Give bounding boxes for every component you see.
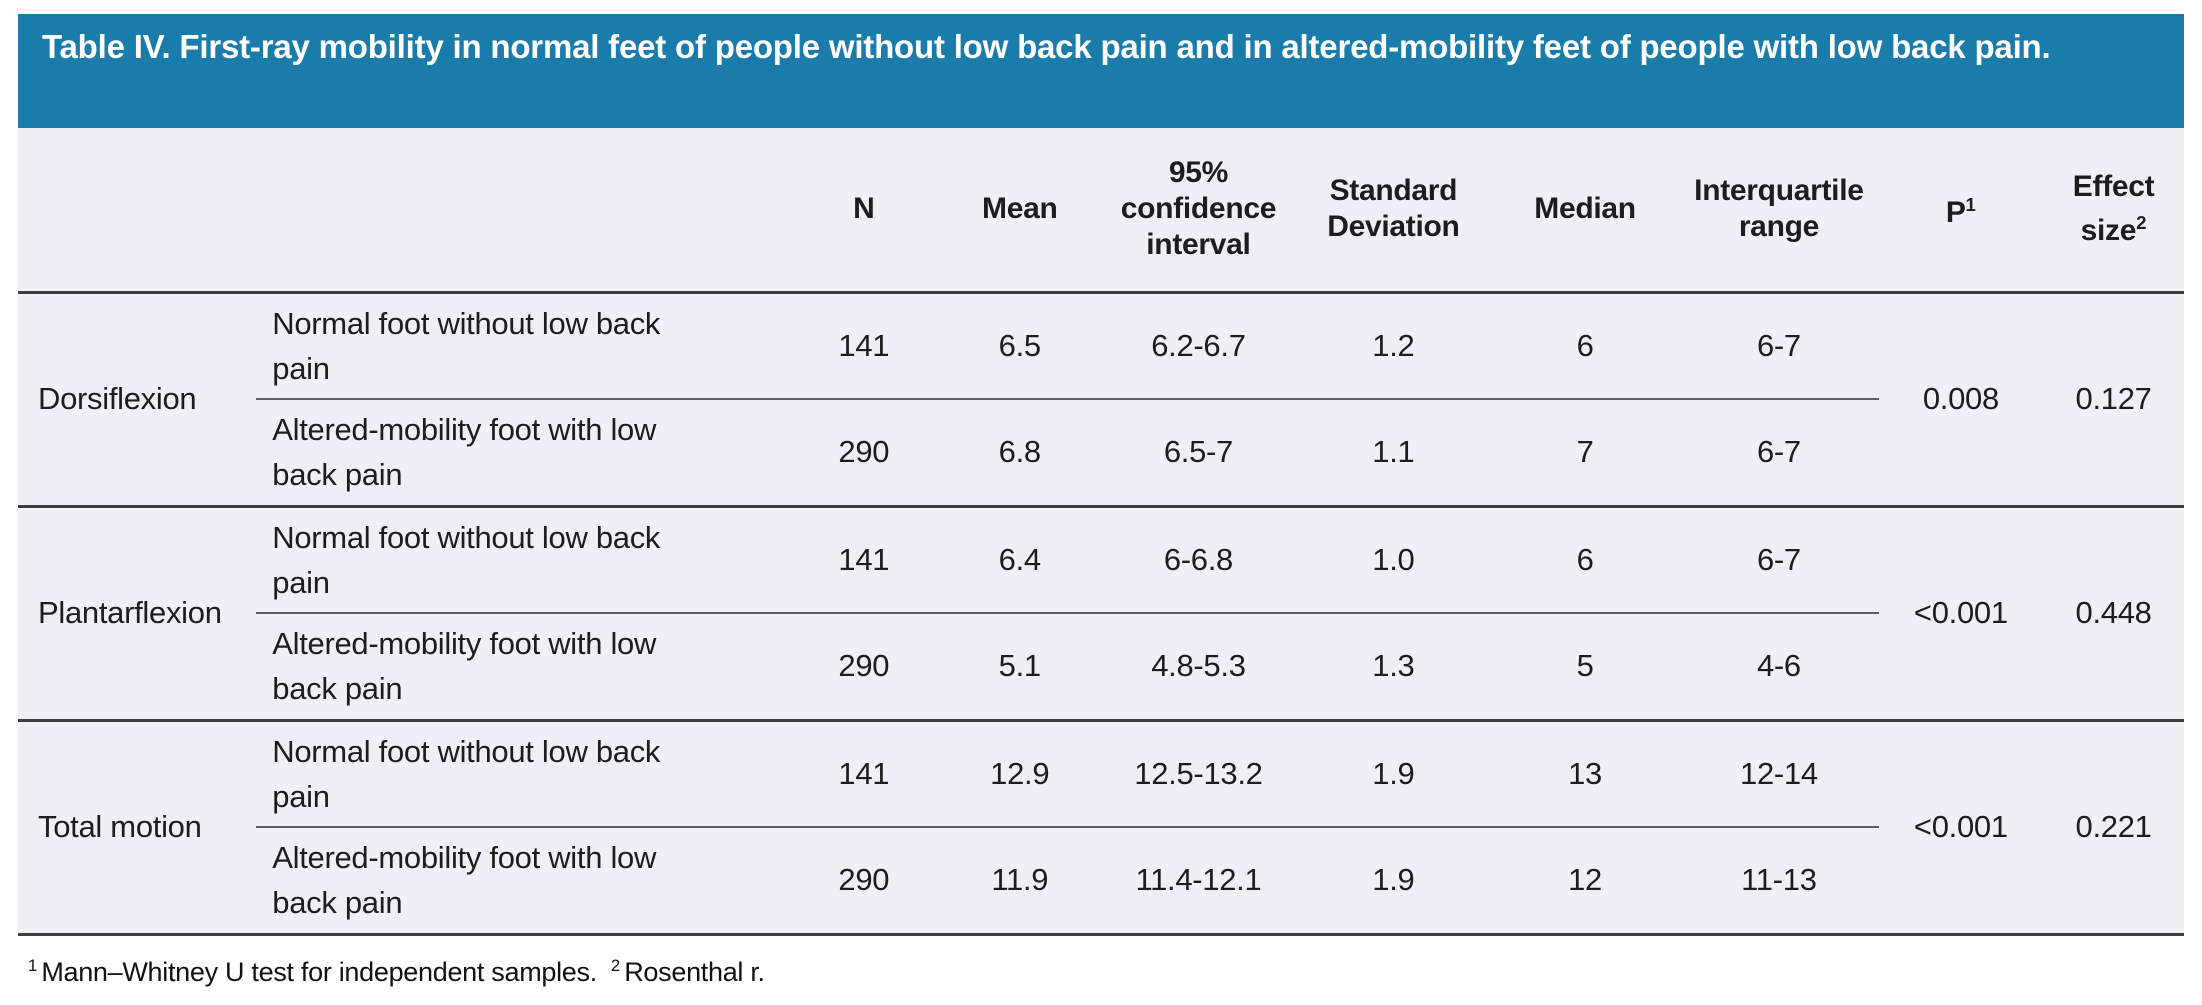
footnote-text: Mann–Whitney U test for independent samp… [41, 956, 597, 987]
cell-mean: 6.4 [938, 506, 1101, 614]
col-header-n: N [789, 128, 939, 294]
effect-size-footnote-marker: 2 [2136, 212, 2147, 234]
cell-confidence-interval: 6.5-7 [1100, 399, 1296, 508]
col-header-median: Median [1490, 128, 1680, 294]
cell-interquartile-range: 6-7 [1679, 399, 1879, 508]
subgroup-label-line: back pain [272, 457, 403, 493]
cell-effect-size: 0.127 [2043, 292, 2184, 508]
table-row: Total motion Normal foot without low bac… [18, 720, 2184, 936]
p-label: P [1945, 196, 1966, 230]
subgroup-label-line: back pain [272, 671, 403, 707]
cell-median: 7 [1490, 399, 1680, 508]
row-group-label: Dorsiflexion [18, 292, 257, 508]
cell-p-value: 0.008 [1878, 292, 2044, 508]
footnote-marker: 1 [28, 955, 38, 975]
section-plantarflexion: Plantarflexion Normal foot without low b… [18, 506, 2184, 722]
cell-standard-deviation: 1.2 [1295, 292, 1491, 400]
cell-p-value: <0.001 [1878, 720, 2044, 936]
p-footnote-marker: 1 [1965, 194, 1976, 216]
cell-interquartile-range: 12-14 [1679, 720, 1879, 828]
cell-n: 141 [789, 720, 939, 828]
footnote-marker: 2 [610, 955, 621, 975]
subgroup-label-cell: Normal foot without low back pain [256, 292, 790, 400]
col-header-empty-rowgroup [18, 128, 257, 294]
cell-standard-deviation: 1.1 [1295, 399, 1491, 508]
subgroup-label-cell: Normal foot without low back pain [256, 720, 790, 828]
row-group-label: Plantarflexion [18, 506, 257, 722]
cell-interquartile-range: 4-6 [1679, 613, 1879, 722]
cell-standard-deviation: 1.9 [1295, 827, 1491, 936]
cell-n: 290 [789, 399, 939, 508]
cell-mean: 6.8 [938, 399, 1101, 508]
cell-n: 290 [789, 613, 939, 722]
cell-mean: 6.5 [938, 292, 1101, 400]
cell-median: 6 [1490, 292, 1680, 400]
cell-n: 290 [789, 827, 939, 936]
table-row: Altered-mobility foot with low back pain … [18, 613, 2184, 722]
cell-confidence-interval: 6.2-6.7 [1100, 292, 1296, 400]
cell-median: 13 [1490, 720, 1680, 828]
subgroup-label-line: Normal foot without low back [272, 733, 661, 769]
subgroup-label-line: back pain [272, 885, 403, 921]
cell-effect-size: 0.221 [2043, 720, 2184, 936]
subgroup-label-cell: Altered-mobility foot with low back pain [256, 399, 790, 508]
cell-mean: 5.1 [938, 613, 1101, 722]
col-header-confidence-interval: 95% confidence interval [1100, 128, 1296, 294]
cell-confidence-interval: 6-6.8 [1100, 506, 1296, 614]
cell-standard-deviation: 1.0 [1295, 506, 1491, 614]
cell-confidence-interval: 4.8-5.3 [1100, 613, 1296, 722]
subgroup-label-line: Altered-mobility foot with low [272, 840, 657, 876]
cell-confidence-interval: 12.5-13.2 [1100, 720, 1296, 828]
subgroup-label-cell: Altered-mobility foot with low back pain [256, 613, 790, 722]
subgroup-label-cell: Altered-mobility foot with low back pain [256, 827, 790, 936]
footnote-text: Rosenthal r. [624, 956, 765, 987]
subgroup-label-line: Altered-mobility foot with low [272, 412, 657, 448]
cell-p-value: <0.001 [1878, 506, 2044, 722]
cell-mean: 12.9 [938, 720, 1101, 828]
subgroup-label-line: Altered-mobility foot with low [272, 626, 657, 662]
table-row: Altered-mobility foot with low back pain … [18, 827, 2184, 936]
cell-effect-size: 0.448 [2043, 506, 2184, 722]
cell-median: 5 [1490, 613, 1680, 722]
subgroup-label-line: Normal foot without low back [272, 305, 661, 341]
table-row: Altered-mobility foot with low back pain … [18, 399, 2184, 508]
table-title-bar: Table IV. First-ray mobility in normal f… [18, 14, 2184, 128]
table-row: Dorsiflexion Normal foot without low bac… [18, 292, 2184, 508]
cell-mean: 11.9 [938, 827, 1101, 936]
subgroup-label-line: pain [272, 564, 330, 600]
col-header-empty-subgroup [256, 128, 790, 294]
data-table: N Mean 95% confidence interval Standard … [18, 128, 2184, 936]
cell-n: 141 [789, 506, 939, 614]
effect-size-label: Effect size [2072, 170, 2155, 248]
cell-median: 12 [1490, 827, 1680, 936]
cell-confidence-interval: 11.4-12.1 [1100, 827, 1296, 936]
cell-interquartile-range: 6-7 [1679, 506, 1879, 614]
footnotes: 1 Mann–Whitney U test for independent sam… [18, 935, 2184, 988]
subgroup-label-line: Normal foot without low back [272, 519, 661, 555]
cell-median: 6 [1490, 506, 1680, 614]
cell-interquartile-range: 6-7 [1679, 292, 1879, 400]
col-header-interquartile-range: Interquartile range [1679, 128, 1879, 294]
subgroup-label-line: pain [272, 778, 330, 814]
col-header-mean: Mean [938, 128, 1101, 294]
subgroup-label-cell: Normal foot without low back pain [256, 506, 790, 614]
cell-standard-deviation: 1.3 [1295, 613, 1491, 722]
col-header-standard-deviation: Standard Deviation [1295, 128, 1491, 294]
subgroup-label-line: pain [272, 350, 330, 386]
header-row: N Mean 95% confidence interval Standard … [18, 128, 2184, 294]
col-header-effect-size: Effect size2 [2043, 128, 2184, 294]
table-title: Table IV. First-ray mobility in normal f… [42, 28, 2051, 65]
col-header-p: P1 [1878, 128, 2044, 294]
section-total-motion: Total motion Normal foot without low bac… [18, 720, 2184, 936]
table-row: Plantarflexion Normal foot without low b… [18, 506, 2184, 722]
row-group-label: Total motion [18, 720, 257, 936]
cell-standard-deviation: 1.9 [1295, 720, 1491, 828]
cell-n: 141 [789, 292, 939, 400]
section-dorsiflexion: Dorsiflexion Normal foot without low bac… [18, 292, 2184, 508]
cell-interquartile-range: 11-13 [1679, 827, 1879, 936]
